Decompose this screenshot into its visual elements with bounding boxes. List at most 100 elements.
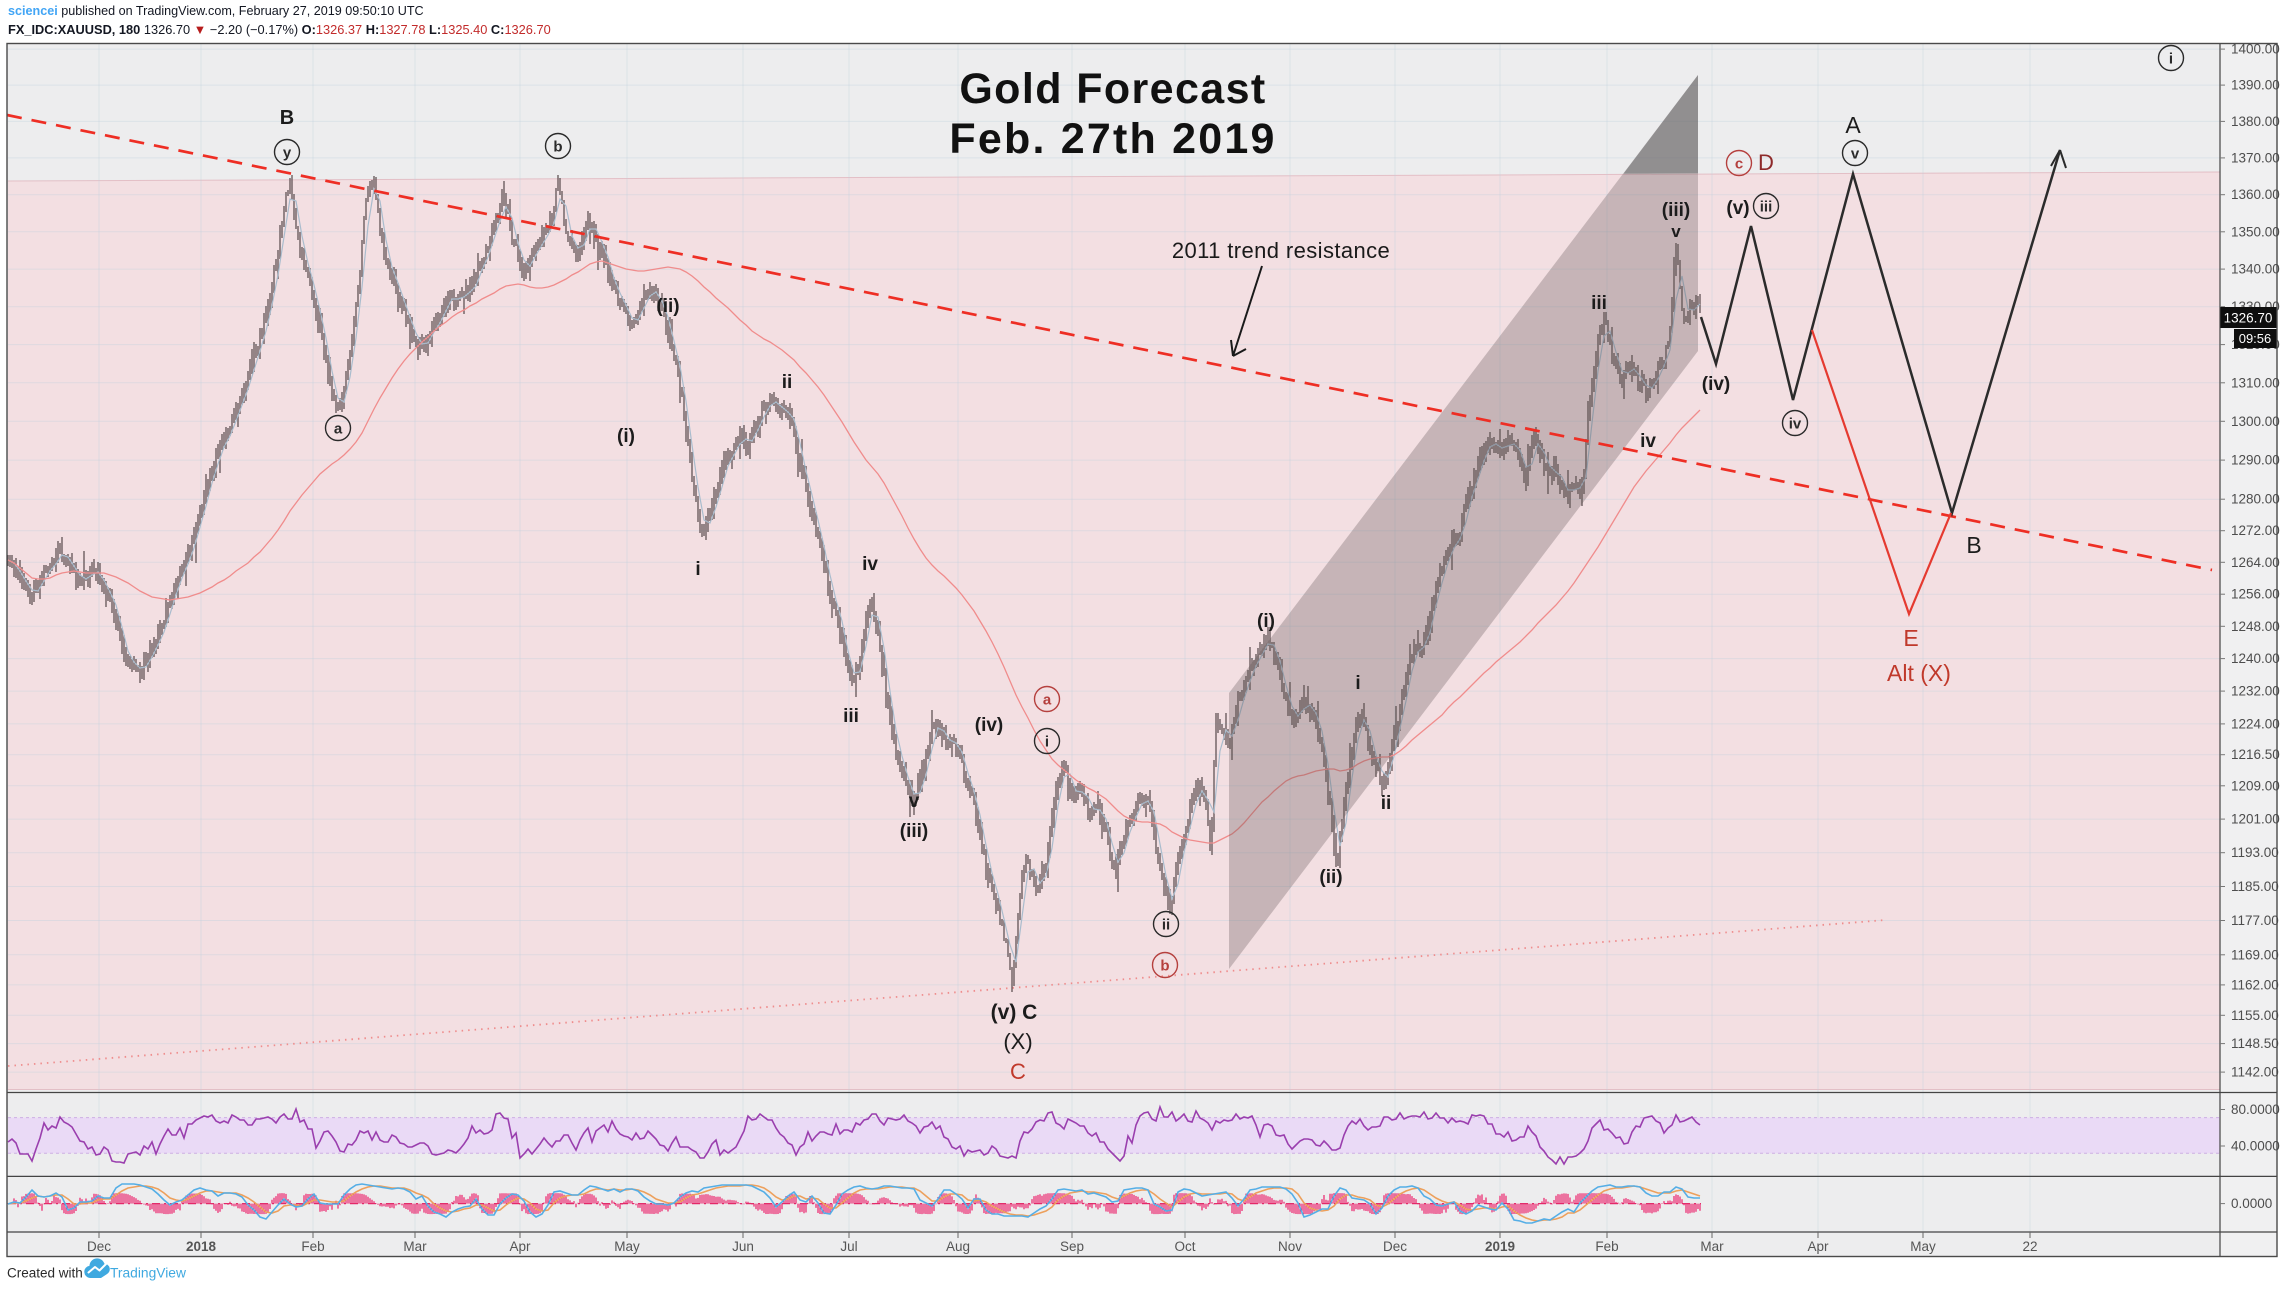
svg-text:Feb. 27th 2019: Feb. 27th 2019 — [949, 115, 1276, 163]
svg-text:iii: iii — [1591, 293, 1607, 314]
svg-text:1162.00: 1162.00 — [2231, 977, 2279, 992]
svg-text:1370.00: 1370.00 — [2231, 150, 2280, 165]
svg-text:1193.00: 1193.00 — [2231, 845, 2279, 860]
svg-text:Apr: Apr — [1807, 1239, 1829, 1254]
svg-text:1340.00: 1340.00 — [2231, 262, 2280, 277]
svg-text:Oct: Oct — [1174, 1239, 1195, 1254]
svg-text:09:56: 09:56 — [2239, 331, 2272, 346]
svg-text:1224.00: 1224.00 — [2231, 716, 2280, 731]
svg-text:May: May — [614, 1239, 640, 1254]
svg-text:(X): (X) — [1003, 1029, 1032, 1054]
svg-text:1300.00: 1300.00 — [2231, 414, 2280, 429]
svg-text:1310.00: 1310.00 — [2231, 375, 2280, 390]
svg-text:(iii): (iii) — [900, 821, 929, 842]
svg-text:2018: 2018 — [186, 1239, 217, 1254]
svg-text:1248.00: 1248.00 — [2231, 619, 2280, 634]
svg-text:Sep: Sep — [1060, 1239, 1084, 1254]
svg-text:Created with: Created with — [7, 1266, 83, 1281]
svg-text:1177.00: 1177.00 — [2231, 913, 2279, 928]
svg-text:1201.00: 1201.00 — [2231, 812, 2280, 827]
svg-text:1360.00: 1360.00 — [2231, 187, 2280, 202]
svg-text:1326.70: 1326.70 — [2224, 311, 2273, 326]
svg-text:1169.00: 1169.00 — [2231, 947, 2279, 962]
svg-text:i: i — [2169, 51, 2173, 68]
svg-text:iii: iii — [843, 706, 859, 727]
svg-text:Jul: Jul — [840, 1239, 857, 1254]
svg-text:Dec: Dec — [1383, 1239, 1407, 1254]
svg-text:1280.00: 1280.00 — [2231, 492, 2280, 507]
svg-text:(iv): (iv) — [1702, 374, 1731, 395]
svg-text:iii: iii — [1760, 199, 1773, 216]
svg-text:Feb: Feb — [1595, 1239, 1618, 1254]
svg-text:1148.50: 1148.50 — [2231, 1036, 2279, 1051]
svg-text:22: 22 — [2022, 1239, 2037, 1254]
svg-text:2011 trend resistance: 2011 trend resistance — [1172, 238, 1390, 263]
svg-text:May: May — [1910, 1239, 1936, 1254]
svg-text:iv: iv — [862, 554, 878, 575]
svg-text:(i): (i) — [617, 426, 635, 447]
svg-text:0.0000: 0.0000 — [2231, 1196, 2272, 1211]
svg-text:Aug: Aug — [946, 1239, 970, 1254]
svg-text:TradingView: TradingView — [110, 1266, 186, 1281]
svg-text:80.0000: 80.0000 — [2231, 1102, 2280, 1117]
svg-text:(iv): (iv) — [975, 715, 1004, 736]
svg-text:Nov: Nov — [1278, 1239, 1302, 1254]
svg-text:1350.00: 1350.00 — [2231, 224, 2280, 239]
svg-text:1209.00: 1209.00 — [2231, 778, 2280, 793]
svg-text:a: a — [1043, 692, 1052, 709]
svg-text:b: b — [1160, 958, 1169, 975]
svg-text:1390.00: 1390.00 — [2231, 78, 2280, 93]
svg-text:(ii): (ii) — [1319, 867, 1342, 888]
svg-text:Dec: Dec — [87, 1239, 111, 1254]
svg-text:b: b — [553, 139, 562, 156]
svg-text:1256.00: 1256.00 — [2231, 587, 2280, 602]
svg-text:1272.00: 1272.00 — [2231, 523, 2280, 538]
svg-text:A: A — [1845, 112, 1861, 138]
svg-text:Mar: Mar — [1700, 1239, 1724, 1254]
svg-text:(i): (i) — [1257, 611, 1275, 632]
svg-text:v: v — [1851, 146, 1860, 163]
svg-text:1400.00: 1400.00 — [2231, 42, 2280, 57]
svg-text:E: E — [1903, 625, 1918, 651]
svg-text:(ii): (ii) — [656, 296, 679, 317]
svg-text:v: v — [1671, 222, 1681, 241]
svg-text:Feb: Feb — [301, 1239, 324, 1254]
svg-text:1240.00: 1240.00 — [2231, 651, 2280, 666]
svg-text:c: c — [1735, 156, 1743, 173]
svg-text:ii: ii — [782, 372, 793, 393]
svg-text:C: C — [1010, 1059, 1026, 1084]
svg-text:1155.00: 1155.00 — [2231, 1008, 2279, 1023]
svg-text:v: v — [909, 791, 920, 812]
svg-text:1380.00: 1380.00 — [2231, 114, 2280, 129]
svg-text:a: a — [334, 421, 343, 438]
svg-text:1290.00: 1290.00 — [2231, 453, 2280, 468]
svg-text:Apr: Apr — [509, 1239, 531, 1254]
svg-text:(v): (v) — [1726, 198, 1749, 219]
svg-text:iv: iv — [1789, 416, 1802, 433]
svg-text:2019: 2019 — [1485, 1239, 1515, 1254]
svg-text:1216.50: 1216.50 — [2231, 747, 2280, 762]
svg-text:iv: iv — [1640, 431, 1656, 452]
svg-text:(iii): (iii) — [1662, 200, 1691, 221]
svg-text:Alt (X): Alt (X) — [1887, 660, 1951, 686]
svg-text:B: B — [280, 107, 294, 129]
svg-text:ii: ii — [1381, 793, 1392, 814]
svg-text:Jun: Jun — [732, 1239, 754, 1254]
svg-text:FX_IDC:XAUUSD, 180 1326.70 ▼ −: FX_IDC:XAUUSD, 180 1326.70 ▼ −2.20 (−0.1… — [8, 22, 551, 37]
svg-text:i: i — [1355, 673, 1360, 694]
svg-text:1142.00: 1142.00 — [2231, 1065, 2279, 1080]
svg-text:1185.00: 1185.00 — [2231, 879, 2279, 894]
svg-text:sciencei published on TradingV: sciencei published on TradingView.com, F… — [8, 4, 424, 18]
svg-text:D: D — [1758, 150, 1774, 175]
svg-text:Mar: Mar — [403, 1239, 427, 1254]
svg-text:y: y — [283, 145, 292, 162]
svg-text:B: B — [1966, 532, 1981, 558]
svg-text:i: i — [1045, 734, 1049, 751]
svg-text:ii: ii — [1162, 917, 1170, 934]
svg-text:1232.00: 1232.00 — [2231, 684, 2280, 699]
svg-text:1264.00: 1264.00 — [2231, 555, 2280, 570]
svg-text:40.0000: 40.0000 — [2231, 1139, 2280, 1154]
svg-text:i: i — [695, 559, 700, 580]
svg-text:(v) C: (v) C — [991, 1001, 1038, 1024]
svg-text:Gold Forecast: Gold Forecast — [959, 65, 1266, 113]
